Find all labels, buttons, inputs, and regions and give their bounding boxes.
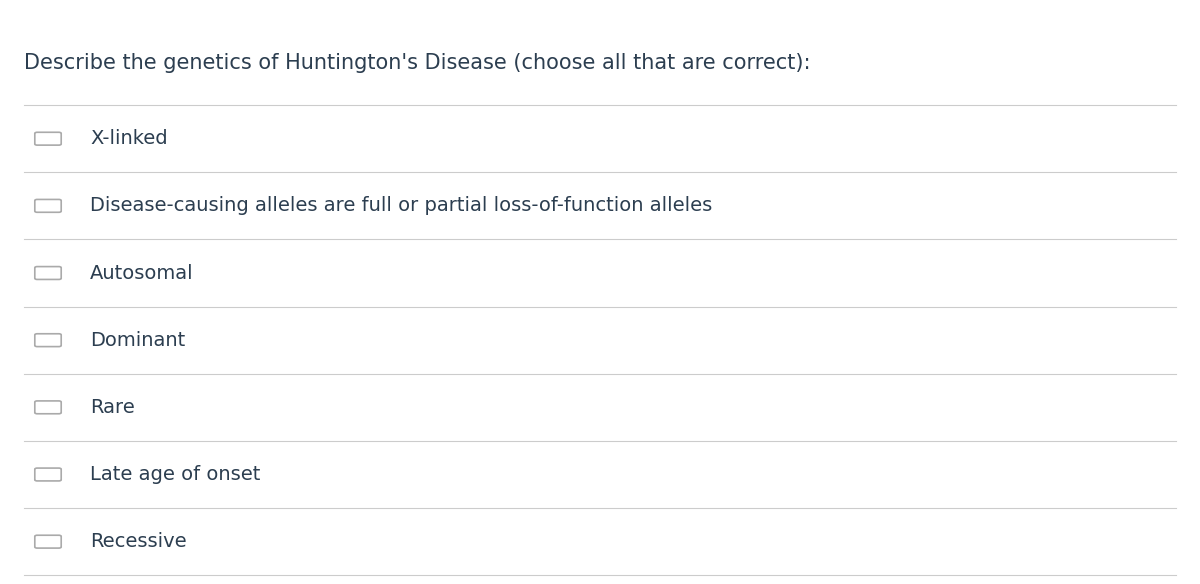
Text: Dominant: Dominant [90,331,185,350]
FancyBboxPatch shape [35,401,61,414]
FancyBboxPatch shape [35,536,61,548]
FancyBboxPatch shape [35,133,61,145]
Text: Rare: Rare [90,398,134,417]
Text: Late age of onset: Late age of onset [90,465,260,484]
Text: X-linked: X-linked [90,129,168,148]
FancyBboxPatch shape [35,468,61,481]
Text: Describe the genetics of Huntington's Disease (choose all that are correct):: Describe the genetics of Huntington's Di… [24,53,810,72]
FancyBboxPatch shape [35,334,61,347]
FancyBboxPatch shape [35,266,61,280]
FancyBboxPatch shape [35,200,61,213]
Text: Disease-causing alleles are full or partial loss-of-function alleles: Disease-causing alleles are full or part… [90,196,713,215]
Text: Recessive: Recessive [90,532,187,551]
Text: Autosomal: Autosomal [90,263,193,283]
